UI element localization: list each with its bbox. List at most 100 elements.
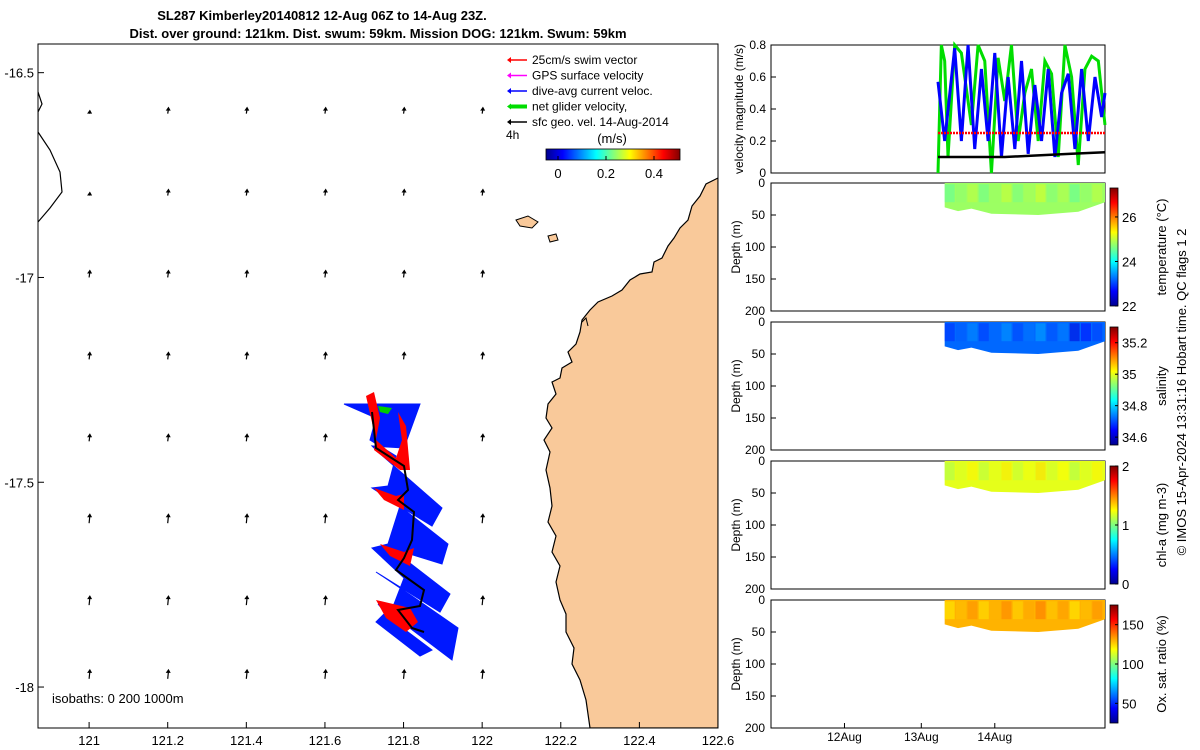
section-ytick-label: 150 (745, 272, 765, 286)
map-ytick-label: -17.5 (4, 475, 34, 490)
section-stripe (990, 184, 1001, 203)
time-tick-label: 13Aug (904, 730, 939, 744)
section-stripe (1046, 184, 1057, 203)
map-ytick-label: -16.5 (4, 66, 34, 81)
section-ytick-label: 200 (745, 443, 765, 457)
section-stripe (1080, 323, 1091, 342)
current-arrow (480, 106, 486, 114)
coastline-west (38, 91, 63, 223)
section-ytick-label: 150 (745, 689, 765, 703)
section-ytick-label: 100 (745, 657, 765, 671)
map-axes (37, 43, 719, 729)
section-panel-temperature: 0 50 100 150 200 Depth (m) 22 24 26 temperature (… (729, 176, 1169, 318)
current-arrow (322, 433, 328, 442)
section-stripe (1046, 462, 1057, 481)
current-arrow (244, 595, 250, 606)
section-ytick-label: 100 (745, 240, 765, 254)
section-stripe (1058, 601, 1069, 620)
section-stripe (1001, 323, 1012, 342)
map-ticks: 121 121.2 121.4 121.6 121.8 122 122.2 122.4 122.… (4, 66, 734, 748)
section-ytick-label: 200 (745, 721, 765, 735)
colorbar-tick-label: 0.2 (597, 166, 615, 181)
current-arrows (87, 106, 486, 679)
velocity-ytick-label: 0.6 (749, 70, 766, 84)
current-arrow (87, 595, 93, 606)
colorbar-label: chl-a (mg m-3) (1154, 483, 1169, 568)
current-arrow (244, 106, 250, 114)
section-stripe (956, 462, 967, 481)
section-ylabel: Depth (m) (729, 498, 743, 551)
section-stripe (1046, 323, 1057, 342)
section-stripe (1058, 184, 1069, 203)
section-stripe (1092, 323, 1103, 342)
current-arrow (244, 351, 250, 360)
colorbar-tick-label: 34.8 (1122, 399, 1147, 414)
section-stripe (944, 323, 955, 342)
section-stripe (1012, 601, 1023, 620)
legend-arrowhead (507, 88, 511, 94)
map-xtick-label: 121.2 (151, 733, 184, 748)
time-tick-label: 12Aug (827, 730, 862, 744)
island (581, 317, 589, 327)
section-stripe (1012, 323, 1023, 342)
velocity-series-line (936, 44, 1107, 158)
current-arrow (87, 191, 93, 196)
colorbar-tick-label: 0 (554, 166, 561, 181)
section-stripe (1001, 601, 1012, 620)
section-ytick-label: 100 (745, 379, 765, 393)
colorbar-tick-label: 0.4 (645, 166, 663, 181)
legend-arrowhead (507, 57, 511, 63)
colorbar-tick-label: 35.2 (1122, 336, 1147, 351)
section-stripe (944, 184, 955, 203)
section-ytick-label: 50 (752, 208, 766, 222)
speed-colorbar (545, 148, 681, 161)
colorbar-tick-label: 24 (1122, 254, 1136, 269)
current-arrow (87, 668, 93, 679)
map-ytick-label: -17 (15, 270, 34, 285)
legend-interval: 4h (506, 128, 519, 142)
section-stripe (1069, 462, 1080, 481)
current-arrow (480, 351, 486, 360)
section-ytick-label: 200 (745, 304, 765, 318)
velocity-series (936, 41, 1107, 174)
current-arrow (480, 668, 486, 679)
section-stripe (967, 184, 978, 203)
section-stripe (1058, 462, 1069, 481)
velocity-ytick-label: 0.8 (749, 38, 766, 52)
section-colorbar (1109, 187, 1119, 307)
section-stripe (956, 323, 967, 342)
section-stripe (967, 601, 978, 620)
section-stripe (1035, 323, 1046, 342)
current-arrow (244, 188, 250, 196)
colorbar-tick-label: 35 (1122, 367, 1136, 382)
legend-entry: 25cm/s swim vector (507, 53, 637, 67)
time-tick-label: 14Aug (977, 730, 1012, 744)
section-stripe (1080, 184, 1091, 203)
map-xtick-label: 121.6 (309, 733, 342, 748)
colorbar-tick-label: 34.6 (1122, 430, 1147, 445)
section-stripe (990, 462, 1001, 481)
section-stripe (1035, 184, 1046, 203)
map-xtick-label: 122.4 (623, 733, 656, 748)
map-xtick-label: 121.4 (230, 733, 263, 748)
section-stripe (1024, 323, 1035, 342)
current-arrow (165, 433, 171, 442)
section-stripe (1001, 462, 1012, 481)
section-colorbar (1109, 326, 1119, 446)
section-stripe (1024, 462, 1035, 481)
legend-label: net glider velocity, (532, 100, 627, 114)
section-stripe (1069, 601, 1080, 620)
legend-arrowhead (507, 103, 511, 110)
section-ytick-label: 0 (758, 454, 765, 468)
current-arrow (401, 106, 407, 114)
section-stripe (967, 323, 978, 342)
section-ytick-label: 200 (745, 582, 765, 596)
velocity-ylabel: velocity magnitude (m/s) (732, 44, 746, 174)
current-arrow (87, 433, 93, 442)
current-arrow (480, 433, 486, 442)
legend-entry: GPS surface velocity (507, 69, 643, 83)
current-arrow (244, 269, 250, 278)
legend-entry: dive-avg current veloc. (507, 84, 653, 98)
